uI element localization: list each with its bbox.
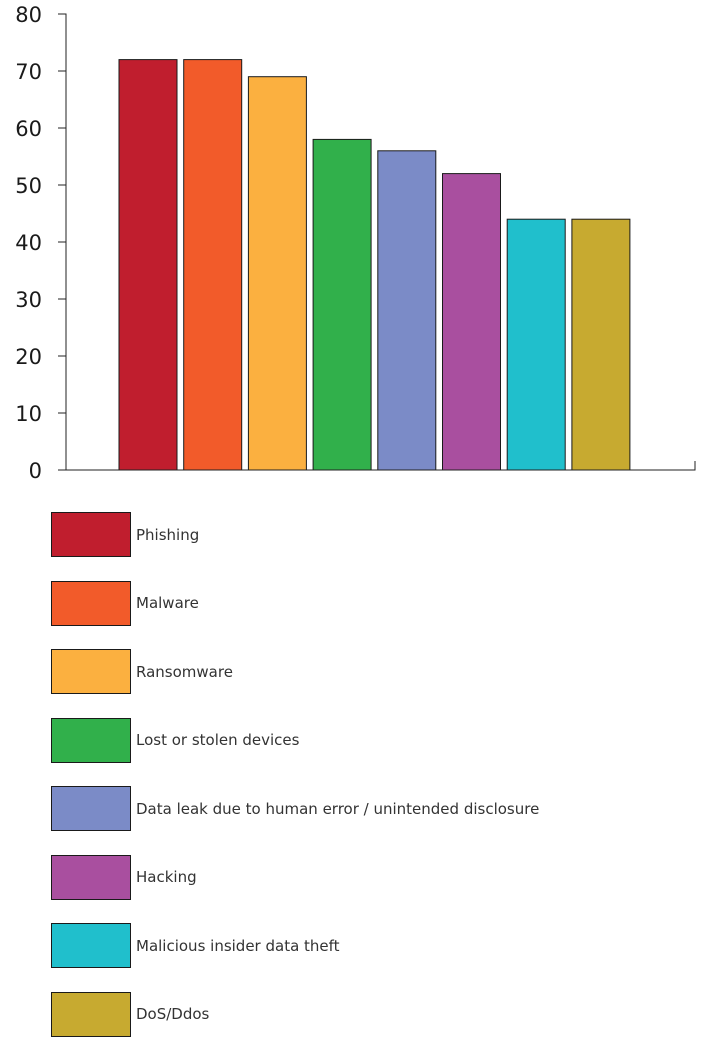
- bar: [312, 138, 372, 471]
- legend-label: Malicious insider data theft: [136, 936, 340, 955]
- y-tick-label: 80: [15, 3, 42, 27]
- legend-label: Hacking: [136, 868, 197, 886]
- legend-item: Data leak due to human error / unintende…: [51, 785, 691, 832]
- legend-item: Lost or stolen devices: [51, 717, 691, 764]
- legend-label: Ransomware: [136, 662, 233, 681]
- legend-label: Lost or stolen devices: [136, 731, 300, 749]
- legend: Phishing Malware Ransomware Lost or stolen …: [51, 511, 691, 1059]
- legend-item: Malicious insider data theft: [51, 922, 691, 969]
- bar: [442, 173, 501, 471]
- legend-item: Malware: [51, 580, 691, 627]
- legend-item: DoS/Ddos: [51, 991, 691, 1038]
- bar: [377, 150, 437, 471]
- bar: [247, 76, 307, 471]
- legend-label: Malware: [136, 594, 199, 612]
- y-tick-label: 40: [15, 231, 42, 255]
- y-tick-label: 30: [15, 288, 42, 312]
- bar-chart: 0 10 20 30 40 50 60 70 80: [15, 3, 696, 483]
- legend-label: DoS/Ddos: [136, 1005, 210, 1023]
- y-tick-label: 60: [15, 117, 42, 141]
- legend-item: Ransomware: [51, 648, 691, 695]
- axis-frame: [58, 13, 696, 471]
- y-axis-ticks: 0 10 20 30 40 50 60 70 80: [15, 3, 66, 483]
- legend-label: Data leak due to human error / unintende…: [136, 799, 540, 818]
- y-tick-label: 50: [15, 174, 42, 198]
- y-tick-label: 10: [15, 402, 42, 426]
- legend-label: Phishing: [136, 525, 200, 544]
- y-tick-label: 70: [15, 60, 42, 84]
- bars: [118, 59, 631, 471]
- legend-swatch: [51, 717, 131, 763]
- bar: [118, 59, 178, 471]
- legend-swatch: [51, 854, 131, 900]
- legend-swatch: [51, 512, 131, 557]
- bar: [183, 59, 243, 471]
- y-tick-label: 0: [29, 459, 42, 483]
- legend-swatch: [51, 991, 131, 1037]
- bar: [506, 218, 566, 471]
- legend-swatch: [51, 923, 131, 968]
- legend-item: Hacking: [51, 854, 691, 901]
- legend-item: Phishing: [51, 511, 691, 558]
- legend-swatch: [51, 649, 131, 694]
- bar: [571, 218, 631, 471]
- y-tick-label: 20: [15, 345, 42, 369]
- legend-swatch: [51, 580, 131, 626]
- legend-swatch: [51, 786, 131, 831]
